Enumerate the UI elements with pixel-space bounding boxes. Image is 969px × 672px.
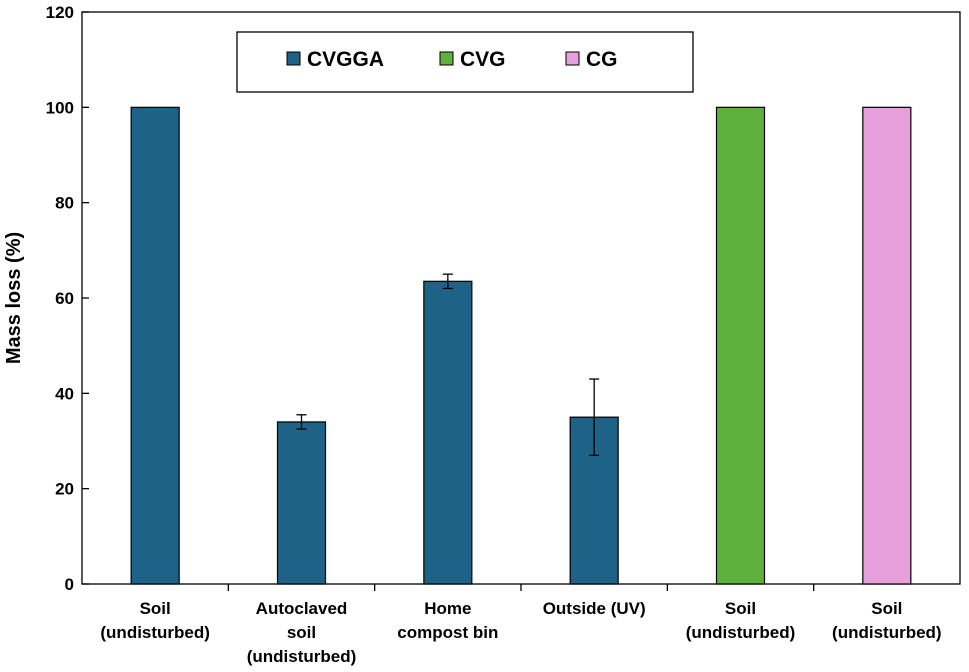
category-label: (undisturbed) bbox=[247, 647, 357, 666]
legend-label-cvg: CVG bbox=[460, 48, 506, 71]
x-axis bbox=[227, 584, 815, 591]
category-label: Soil bbox=[725, 599, 756, 618]
legend-swatch-cg bbox=[565, 51, 580, 66]
legend-label-cg: CG bbox=[586, 48, 618, 71]
y-axis-title: Mass loss (%) bbox=[3, 232, 25, 364]
legend-box bbox=[236, 31, 694, 93]
bars bbox=[130, 106, 912, 585]
category-label: Autoclaved bbox=[256, 599, 348, 618]
category-label: Soil bbox=[871, 599, 902, 618]
legend-swatch-cvgga bbox=[286, 51, 301, 66]
bar-cvg-4 bbox=[715, 106, 766, 585]
error-bars bbox=[296, 273, 600, 456]
legend-label-cvgga: CVGGA bbox=[307, 48, 384, 71]
category-labels: Soil (undisturbed) Autoclaved soil (undistur… bbox=[100, 599, 941, 666]
bar-cvgga-2 bbox=[423, 280, 473, 585]
y-tick-label: 80 bbox=[55, 194, 74, 213]
category-label: soil bbox=[287, 623, 316, 642]
category-label: (undisturbed) bbox=[100, 623, 210, 642]
y-tick-label: 100 bbox=[46, 98, 74, 117]
legend-swatch-cvg bbox=[439, 51, 454, 66]
category-label: Home bbox=[424, 599, 471, 618]
category-label: compost bin bbox=[397, 623, 498, 642]
bar-cvgga-0 bbox=[130, 106, 180, 585]
y-tick-label: 60 bbox=[55, 289, 74, 308]
y-tick-label: 0 bbox=[65, 575, 74, 594]
bar-cg-5 bbox=[862, 106, 912, 585]
y-tick-label: 20 bbox=[55, 480, 74, 499]
category-label: (undisturbed) bbox=[686, 623, 796, 642]
plot-border bbox=[81, 11, 961, 585]
bar-cvgga-1 bbox=[276, 421, 327, 585]
legend: CVGGA CVG CG bbox=[236, 31, 694, 93]
y-tick-label: 120 bbox=[46, 3, 74, 22]
category-label: (undisturbed) bbox=[832, 623, 942, 642]
category-label: Soil bbox=[140, 599, 171, 618]
plot-area bbox=[81, 11, 961, 585]
category-label: Outside (UV) bbox=[543, 599, 646, 618]
y-tick-label: 40 bbox=[55, 384, 74, 403]
y-axis: 0 20 40 60 80 100 120 bbox=[46, 3, 89, 594]
